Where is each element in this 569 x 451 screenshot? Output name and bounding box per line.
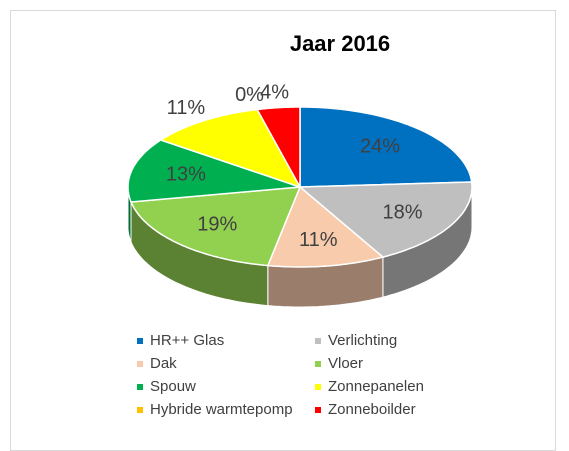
data-label: 18% bbox=[382, 201, 422, 223]
pie-slice bbox=[266, 185, 385, 268]
legend-swatch bbox=[315, 361, 321, 367]
legend-label: HR++ Glas bbox=[150, 332, 224, 349]
legend-label: Hybride warmtepomp bbox=[150, 401, 293, 418]
legend-label: Zonnepanelen bbox=[328, 378, 424, 395]
legend-label: Verlichting bbox=[328, 332, 397, 349]
pie-slice bbox=[129, 186, 302, 267]
data-label: 11% bbox=[167, 97, 206, 119]
data-label: 24% bbox=[360, 136, 400, 158]
data-label: 11% bbox=[299, 229, 338, 251]
legend-label: Vloer bbox=[328, 355, 363, 372]
data-label: 0% bbox=[235, 84, 264, 106]
pie-slice bbox=[256, 106, 301, 188]
legend-label: Spouw bbox=[150, 378, 196, 395]
legend-swatch bbox=[315, 384, 321, 390]
chart-title: Jaar 2016 bbox=[290, 31, 390, 56]
legend-label: Dak bbox=[150, 355, 177, 372]
legend-swatch bbox=[137, 338, 143, 344]
pie-slice bbox=[127, 139, 301, 203]
legend-label: Zonneboilder bbox=[328, 401, 416, 418]
pie-slice bbox=[298, 181, 473, 258]
legend-swatch bbox=[137, 361, 143, 367]
legend-swatch bbox=[137, 384, 143, 390]
pie-slice bbox=[159, 108, 302, 189]
legend-swatch bbox=[315, 338, 321, 344]
legend-swatch bbox=[137, 407, 143, 413]
legend-swatch bbox=[315, 407, 321, 413]
data-label: 19% bbox=[197, 214, 237, 236]
pie-slice bbox=[299, 106, 473, 188]
data-label: 13% bbox=[166, 163, 206, 185]
data-label: 4% bbox=[260, 82, 289, 104]
